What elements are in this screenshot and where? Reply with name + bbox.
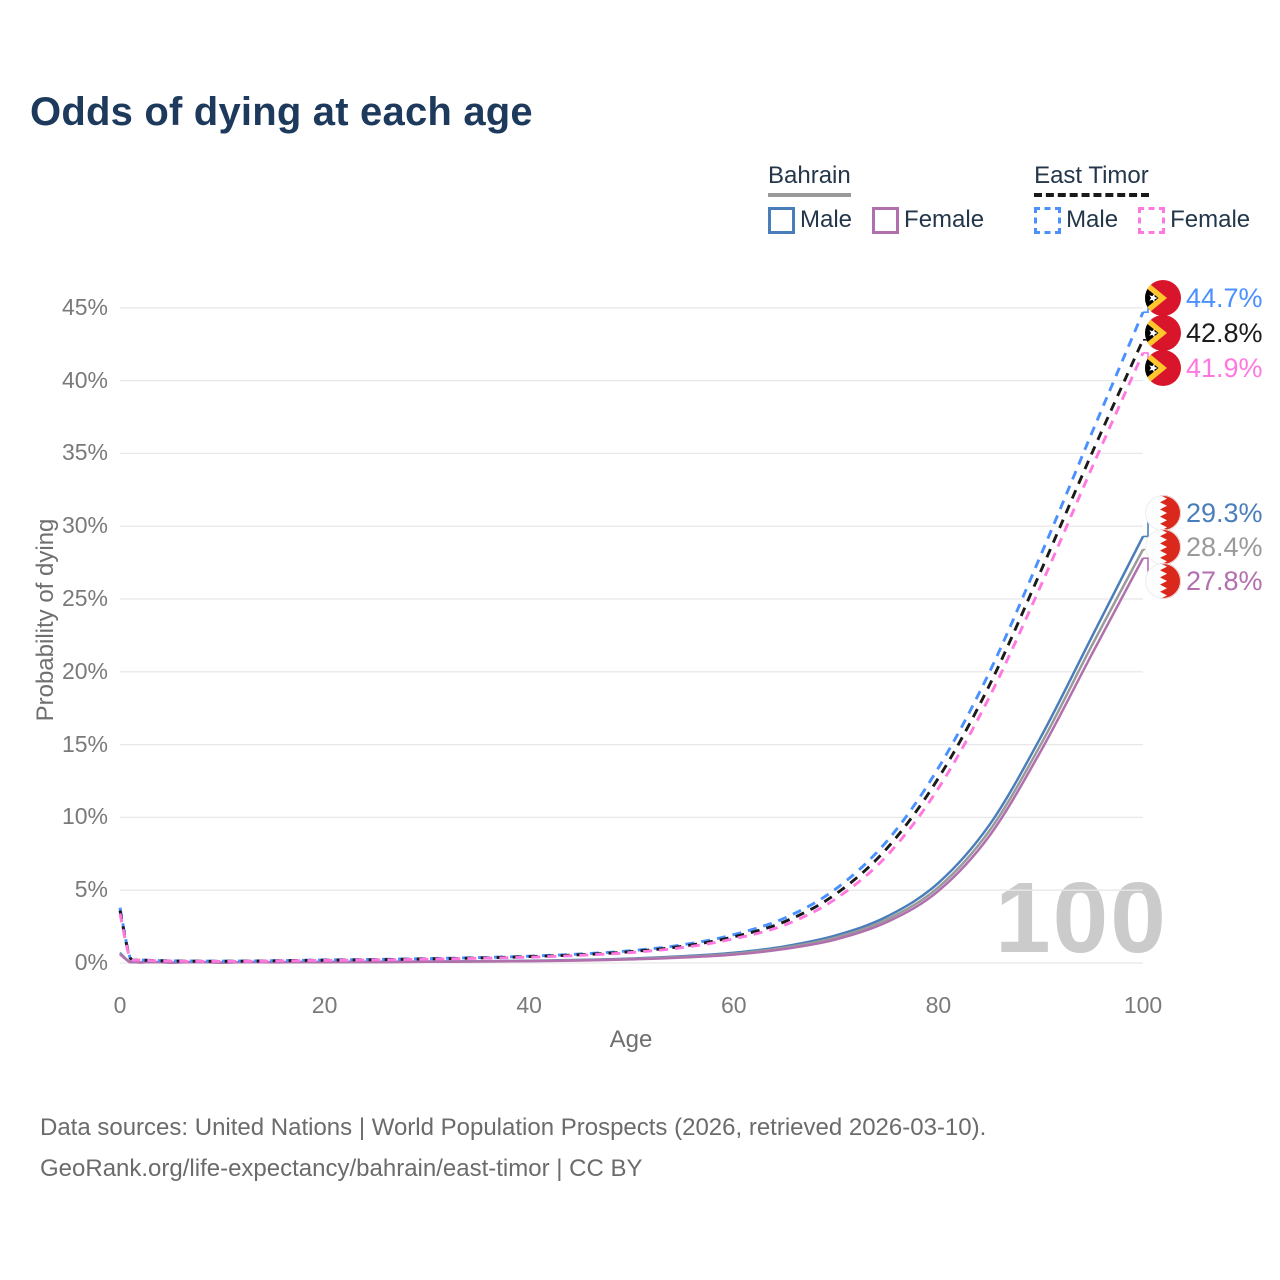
- end-value-bahrain-female: 27.8%: [1186, 565, 1263, 596]
- y-tick-label: 10%: [61, 803, 108, 830]
- gridlines: [120, 307, 1143, 964]
- end-value-east-timor-female: 41.9%: [1186, 352, 1263, 383]
- legend-label-east-timor-male: Male: [1066, 206, 1119, 233]
- y-tick-label: 20%: [61, 657, 108, 684]
- east-timor-female-swatch-icon: [1138, 206, 1166, 234]
- x-axis-title: Age: [609, 1026, 653, 1053]
- bahrain-flag-icon: [1145, 529, 1181, 565]
- east-timor-flag-icon: [1145, 280, 1181, 316]
- legend-item-east-timor-female[interactable]: Female: [1138, 206, 1250, 234]
- legend-group-east-timor: East Timor Male Female: [1034, 162, 1250, 234]
- age-watermark: 100: [995, 862, 1168, 974]
- end-label-east-timor-male: 44.7%: [1145, 280, 1263, 316]
- x-tick-label: 100: [1123, 992, 1163, 1018]
- legend-label-bahrain-female: Female: [904, 206, 985, 233]
- y-tick-label: 40%: [61, 366, 108, 393]
- series-line-east-timor-female[interactable]: [118, 352, 1145, 963]
- x-tick-label: 20: [311, 992, 338, 1018]
- legend-item-bahrain-male[interactable]: Male: [768, 206, 852, 234]
- series-line-bahrain-male[interactable]: [119, 535, 1145, 964]
- y-tick-label: 35%: [61, 439, 108, 466]
- bahrain-male-swatch-icon: [768, 206, 795, 234]
- y-tick-label: 25%: [61, 585, 108, 611]
- y-tick-label: 15%: [61, 730, 108, 757]
- x-tick-label: 60: [721, 992, 747, 1018]
- legend-label-bahrain-male: Male: [800, 206, 853, 233]
- y-axis-title: Probability of dying: [32, 518, 59, 722]
- east-timor-flag-icon: [1145, 315, 1181, 351]
- legend-country-east-timor[interactable]: East Timor: [1034, 162, 1149, 197]
- east-timor-male-swatch-icon: [1034, 206, 1062, 234]
- series-line-east-timor-all[interactable]: [118, 339, 1145, 963]
- attribution-line[interactable]: GeoRank.org/life-expectancy/bahrain/east…: [40, 1154, 643, 1182]
- bahrain-female-swatch-icon: [872, 206, 900, 234]
- legend-item-east-timor-male[interactable]: Male: [1034, 206, 1118, 234]
- end-value-bahrain-male: 29.3%: [1186, 497, 1263, 528]
- y-tick-label: 45%: [61, 293, 108, 320]
- series-line-bahrain-all[interactable]: [119, 548, 1145, 964]
- east-timor-flag-icon: [1145, 350, 1181, 386]
- legend: Bahrain Male Female East Timor Male: [768, 162, 1250, 234]
- end-value-east-timor-all: 42.8%: [1186, 317, 1263, 348]
- y-tick-label: 5%: [74, 876, 108, 903]
- end-label-bahrain-all: 28.4%: [1145, 529, 1263, 565]
- end-label-east-timor-female: 41.9%: [1145, 350, 1263, 386]
- bahrain-flag-icon: [1145, 495, 1181, 531]
- data-sources-line: Data sources: United Nations | World Pop…: [40, 1114, 987, 1141]
- x-tick-label: 0: [113, 992, 127, 1018]
- bahrain-flag-icon: [1145, 563, 1181, 599]
- legend-group-bahrain: Bahrain Male Female: [768, 162, 984, 234]
- end-label-bahrain-female: 27.8%: [1145, 563, 1263, 599]
- x-tick-label: 80: [925, 992, 952, 1018]
- series-curves: [118, 311, 1145, 964]
- y-tick-label: 0%: [74, 949, 108, 975]
- series-line-east-timor-male[interactable]: [118, 311, 1145, 963]
- page-title: Odds of dying at each age: [30, 90, 533, 134]
- end-value-east-timor-male: 44.7%: [1186, 282, 1263, 313]
- y-tick-label: 30%: [61, 512, 108, 539]
- legend-item-bahrain-female[interactable]: Female: [872, 206, 984, 234]
- end-label-bahrain-male: 29.3%: [1145, 495, 1263, 531]
- legend-country-bahrain[interactable]: Bahrain: [768, 162, 851, 197]
- end-value-bahrain-all: 28.4%: [1186, 531, 1263, 562]
- footer: Data sources: United Nations | World Pop…: [40, 1108, 986, 1190]
- end-label-east-timor-all: 42.8%: [1145, 315, 1263, 351]
- legend-label-east-timor-female: Female: [1170, 206, 1251, 233]
- series-line-bahrain-female[interactable]: [119, 557, 1145, 964]
- x-tick-label: 40: [516, 992, 542, 1018]
